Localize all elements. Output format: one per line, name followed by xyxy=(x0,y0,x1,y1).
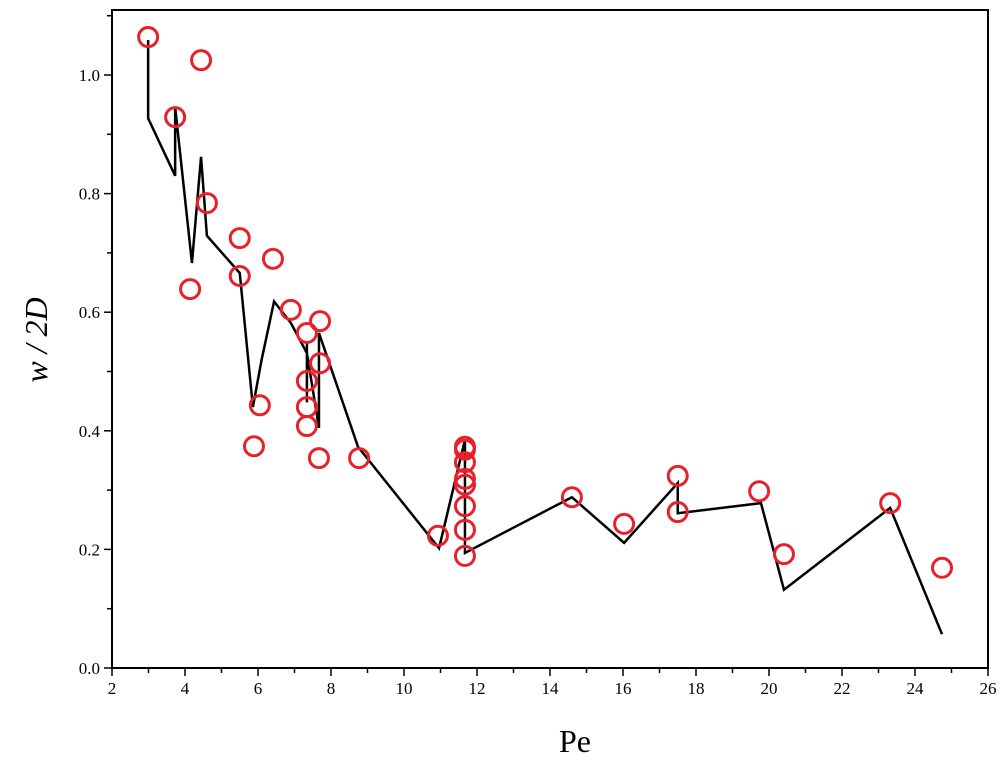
x-tick-label: 18 xyxy=(688,679,705,698)
data-point xyxy=(248,394,271,417)
x-tick-label: 8 xyxy=(327,679,336,698)
fit-line xyxy=(146,40,944,635)
y-tick-label: 0.8 xyxy=(79,185,100,204)
x-tick-label: 24 xyxy=(907,679,925,698)
data-point xyxy=(666,464,689,487)
data-point xyxy=(295,369,318,392)
data-point xyxy=(879,492,902,515)
data-point xyxy=(666,501,689,524)
data-point xyxy=(453,438,476,461)
x-tick-label: 2 xyxy=(108,679,117,698)
data-point xyxy=(307,447,330,470)
x-axis-label: Pe xyxy=(559,723,591,759)
data-point xyxy=(137,26,160,49)
x-tick-label: 6 xyxy=(254,679,263,698)
data-point xyxy=(164,106,187,129)
y-tick-label: 1.0 xyxy=(79,66,100,85)
data-point xyxy=(195,192,218,215)
data-point xyxy=(772,543,795,566)
x-tick-label: 16 xyxy=(615,679,632,698)
plot-area xyxy=(137,26,954,635)
y-tick-label: 0.2 xyxy=(79,540,100,559)
data-point xyxy=(179,278,202,301)
data-point xyxy=(309,352,332,375)
data-point xyxy=(242,435,265,458)
y-tick-label: 0.6 xyxy=(79,303,100,322)
data-point xyxy=(453,467,476,490)
data-point xyxy=(453,495,476,518)
data-point xyxy=(453,518,476,541)
data-point xyxy=(453,544,476,567)
data-point xyxy=(295,321,318,344)
x-tick-label: 14 xyxy=(542,679,560,698)
y-axis-label: w / 2D xyxy=(18,297,54,382)
data-point xyxy=(228,265,251,288)
data-point xyxy=(261,247,284,270)
axes: 2 4 6 8 10 12 14 16 18 20 22 24 260.00.20.40.60.81.0 xyxy=(79,14,997,698)
x-tick-label: 10 xyxy=(396,679,413,698)
x-tick-label: 20 xyxy=(761,679,778,698)
data-point xyxy=(228,227,251,250)
data-point xyxy=(748,480,771,503)
data-point xyxy=(613,512,636,535)
plot-frame xyxy=(111,9,989,669)
data-point xyxy=(279,298,302,321)
x-tick-label: 22 xyxy=(834,679,851,698)
data-point xyxy=(931,556,954,579)
data-point xyxy=(295,415,318,438)
data-point xyxy=(453,451,476,474)
data-point xyxy=(453,473,476,496)
y-tick-label: 0.0 xyxy=(79,659,100,678)
data-point xyxy=(426,524,449,547)
data-point xyxy=(309,310,332,333)
x-tick-label: 12 xyxy=(469,679,486,698)
data-point xyxy=(560,486,583,509)
data-point xyxy=(190,49,213,72)
data-point xyxy=(348,447,371,470)
y-tick-label: 0.4 xyxy=(79,422,101,441)
x-tick-label: 26 xyxy=(980,679,997,698)
x-tick-label: 4 xyxy=(181,679,190,698)
